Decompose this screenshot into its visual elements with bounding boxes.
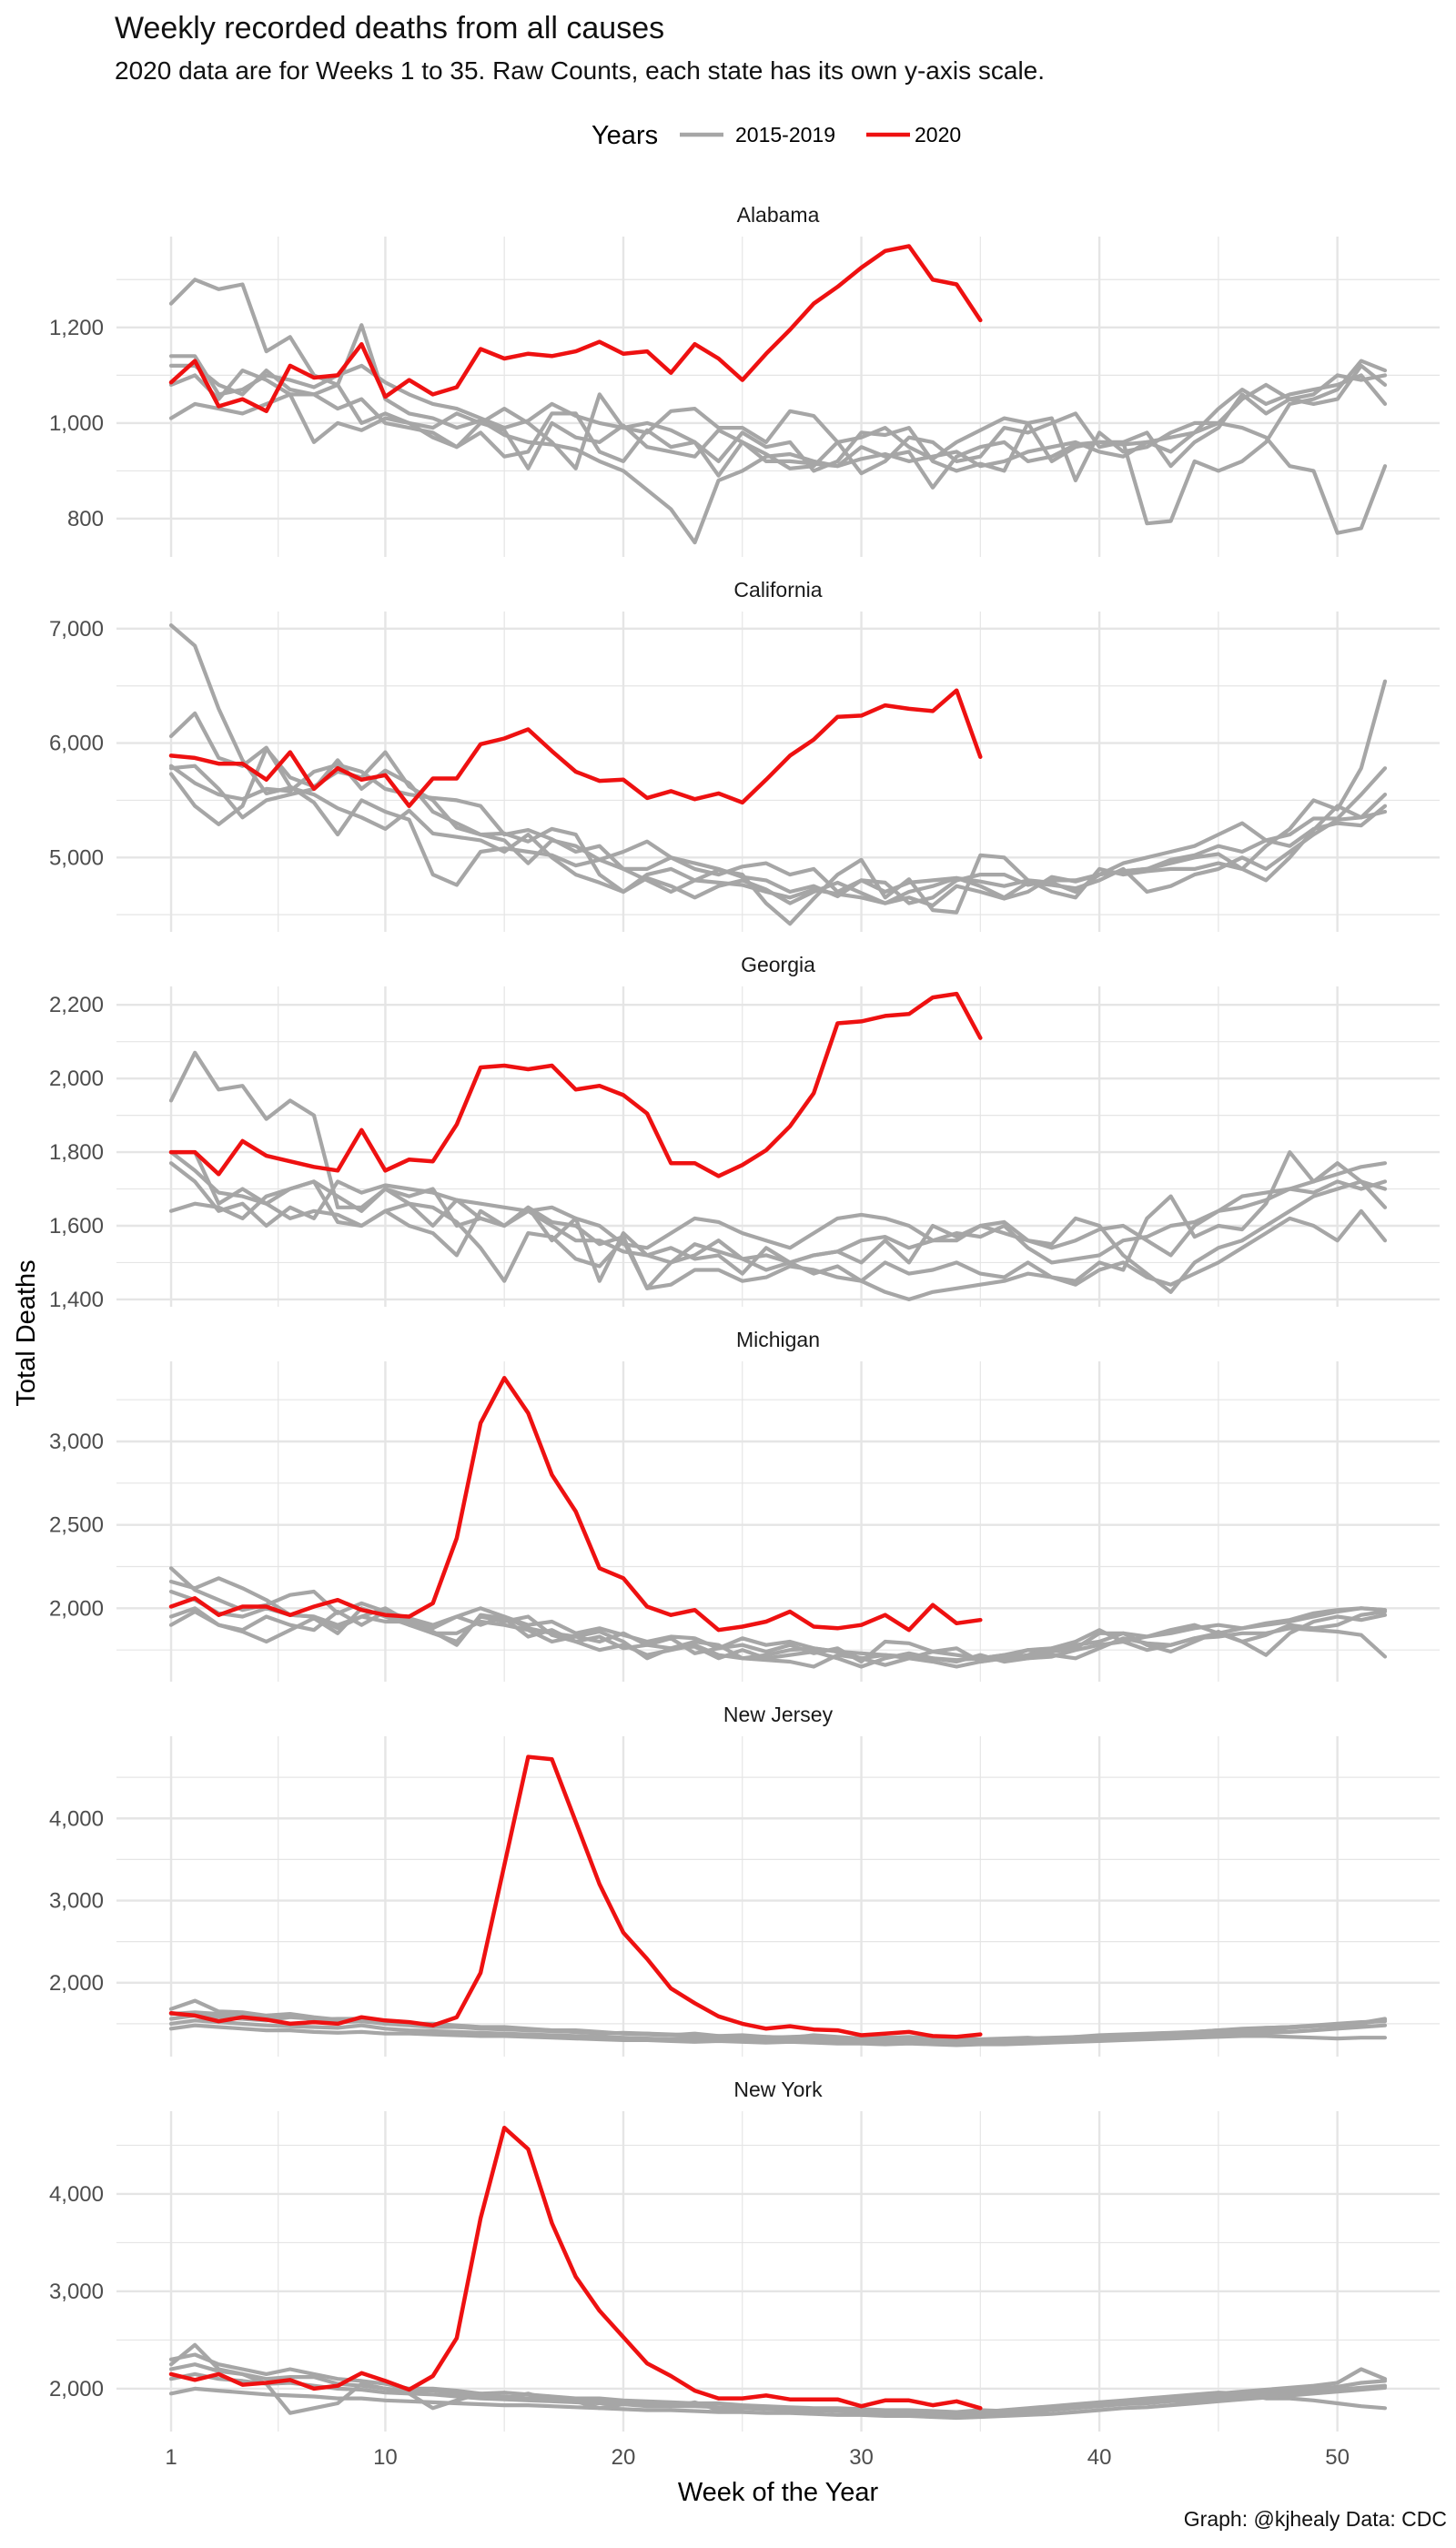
series-line-2015-2019	[168, 1606, 1388, 1669]
y-tick-label: 1,600	[49, 1214, 104, 1239]
y-tick-label: 2,000	[49, 1596, 104, 1621]
series-line-2015-2019	[168, 373, 1388, 483]
series-line-2015-2019	[168, 1149, 1388, 1302]
x-axis-title: Week of the Year	[678, 2478, 879, 2507]
y-tick-label: 3,000	[49, 2280, 104, 2304]
chart-title: Weekly recorded deaths from all causes	[115, 11, 665, 46]
y-tick-label: 1,400	[49, 1288, 104, 1312]
facet-panel: Georgia 1,400 1,600 1,800 2,000 2,200	[49, 953, 1440, 1312]
facet-strip-label: California	[733, 578, 822, 602]
x-axis: 1 10 20 30 40 50	[165, 2445, 1350, 2470]
series-line-2015-2019	[168, 763, 1388, 900]
series-line-2020	[168, 688, 983, 808]
series-line-2020	[168, 244, 983, 414]
y-tick-label: 2,200	[49, 993, 104, 1017]
series-line-2020	[168, 991, 983, 1178]
series-line-2020	[168, 1376, 983, 1633]
series-line-2015-2019	[168, 1050, 1388, 1272]
x-tick-label: 1	[165, 2445, 177, 2470]
y-tick-label: 4,000	[49, 1806, 104, 1831]
series-line-2020	[168, 2125, 983, 2411]
y-tick-label: 2,000	[49, 2377, 104, 2401]
series-line-2015-2019	[168, 711, 1388, 905]
legend-title: Years	[592, 121, 658, 150]
series-line-2015-2019	[168, 1566, 1388, 1663]
series-line-2015-2019	[168, 746, 1388, 926]
legend: Years 2015-2019 2020	[592, 121, 961, 150]
y-tick-label: 6,000	[49, 732, 104, 756]
x-tick-label: 40	[1087, 2445, 1112, 2470]
legend-label-2020: 2020	[915, 123, 961, 147]
x-tick-label: 30	[849, 2445, 874, 2470]
series-line-2015-2019	[168, 2385, 1388, 2421]
series-line-2015-2019	[168, 2023, 1388, 2048]
series-line-2015-2019	[168, 758, 1388, 905]
facet-panels: Alabama 800 1,000 1,200 California 5,000 6,000…	[49, 203, 1440, 2432]
y-axis-title: Total Deaths	[12, 1259, 41, 1406]
y-tick-label: 2,000	[49, 1067, 104, 1091]
facet-strip-label: Georgia	[741, 953, 815, 976]
y-tick-label: 3,000	[49, 1430, 104, 1454]
y-tick-label: 800	[67, 507, 104, 531]
x-tick-label: 20	[612, 2445, 636, 2470]
legend-label-baseline: 2015-2019	[735, 123, 835, 147]
series-line-2015-2019	[168, 2371, 1388, 2417]
y-tick-label: 2,500	[49, 1513, 104, 1538]
facet-panel: Michigan 2,000 2,500 3,000	[49, 1328, 1440, 1682]
facet-panel: New Jersey 2,000 3,000 4,000	[49, 1703, 1440, 2057]
series-line-2015-2019	[168, 1179, 1388, 1294]
facet-strip-label: Alabama	[737, 203, 820, 227]
y-tick-label: 2,000	[49, 1971, 104, 1996]
y-tick-label: 1,000	[49, 411, 104, 436]
series-line-2015-2019	[168, 2352, 1388, 2414]
y-tick-label: 5,000	[49, 845, 104, 870]
series-line-2015-2019	[168, 359, 1388, 526]
chart-caption: Graph: @kjhealy Data: CDC	[1183, 2507, 1447, 2531]
facet-panel: California 5,000 6,000 7,000	[49, 578, 1440, 932]
series-line-2015-2019	[168, 363, 1388, 476]
series-line-2015-2019	[168, 278, 1388, 545]
x-tick-label: 50	[1325, 2445, 1350, 2470]
y-tick-label: 4,000	[49, 2182, 104, 2207]
facet-strip-label: New Jersey	[723, 1703, 834, 1726]
facet-strip-label: New York	[733, 2078, 823, 2101]
chart-subtitle: 2020 data are for Weeks 1 to 35. Raw Cou…	[115, 56, 1046, 85]
series-line-2020	[168, 1754, 983, 2039]
y-tick-label: 3,000	[49, 1889, 104, 1914]
facet-panel: New York 2,000 3,000 4,000	[49, 2078, 1440, 2432]
y-tick-label: 1,200	[49, 316, 104, 340]
y-tick-label: 7,000	[49, 617, 104, 642]
y-tick-label: 1,800	[49, 1140, 104, 1165]
facet-strip-label: Michigan	[736, 1328, 820, 1351]
facet-panel: Alabama 800 1,000 1,200	[49, 203, 1440, 557]
series-line-2015-2019	[168, 1161, 1388, 1258]
x-tick-label: 10	[373, 2445, 398, 2470]
